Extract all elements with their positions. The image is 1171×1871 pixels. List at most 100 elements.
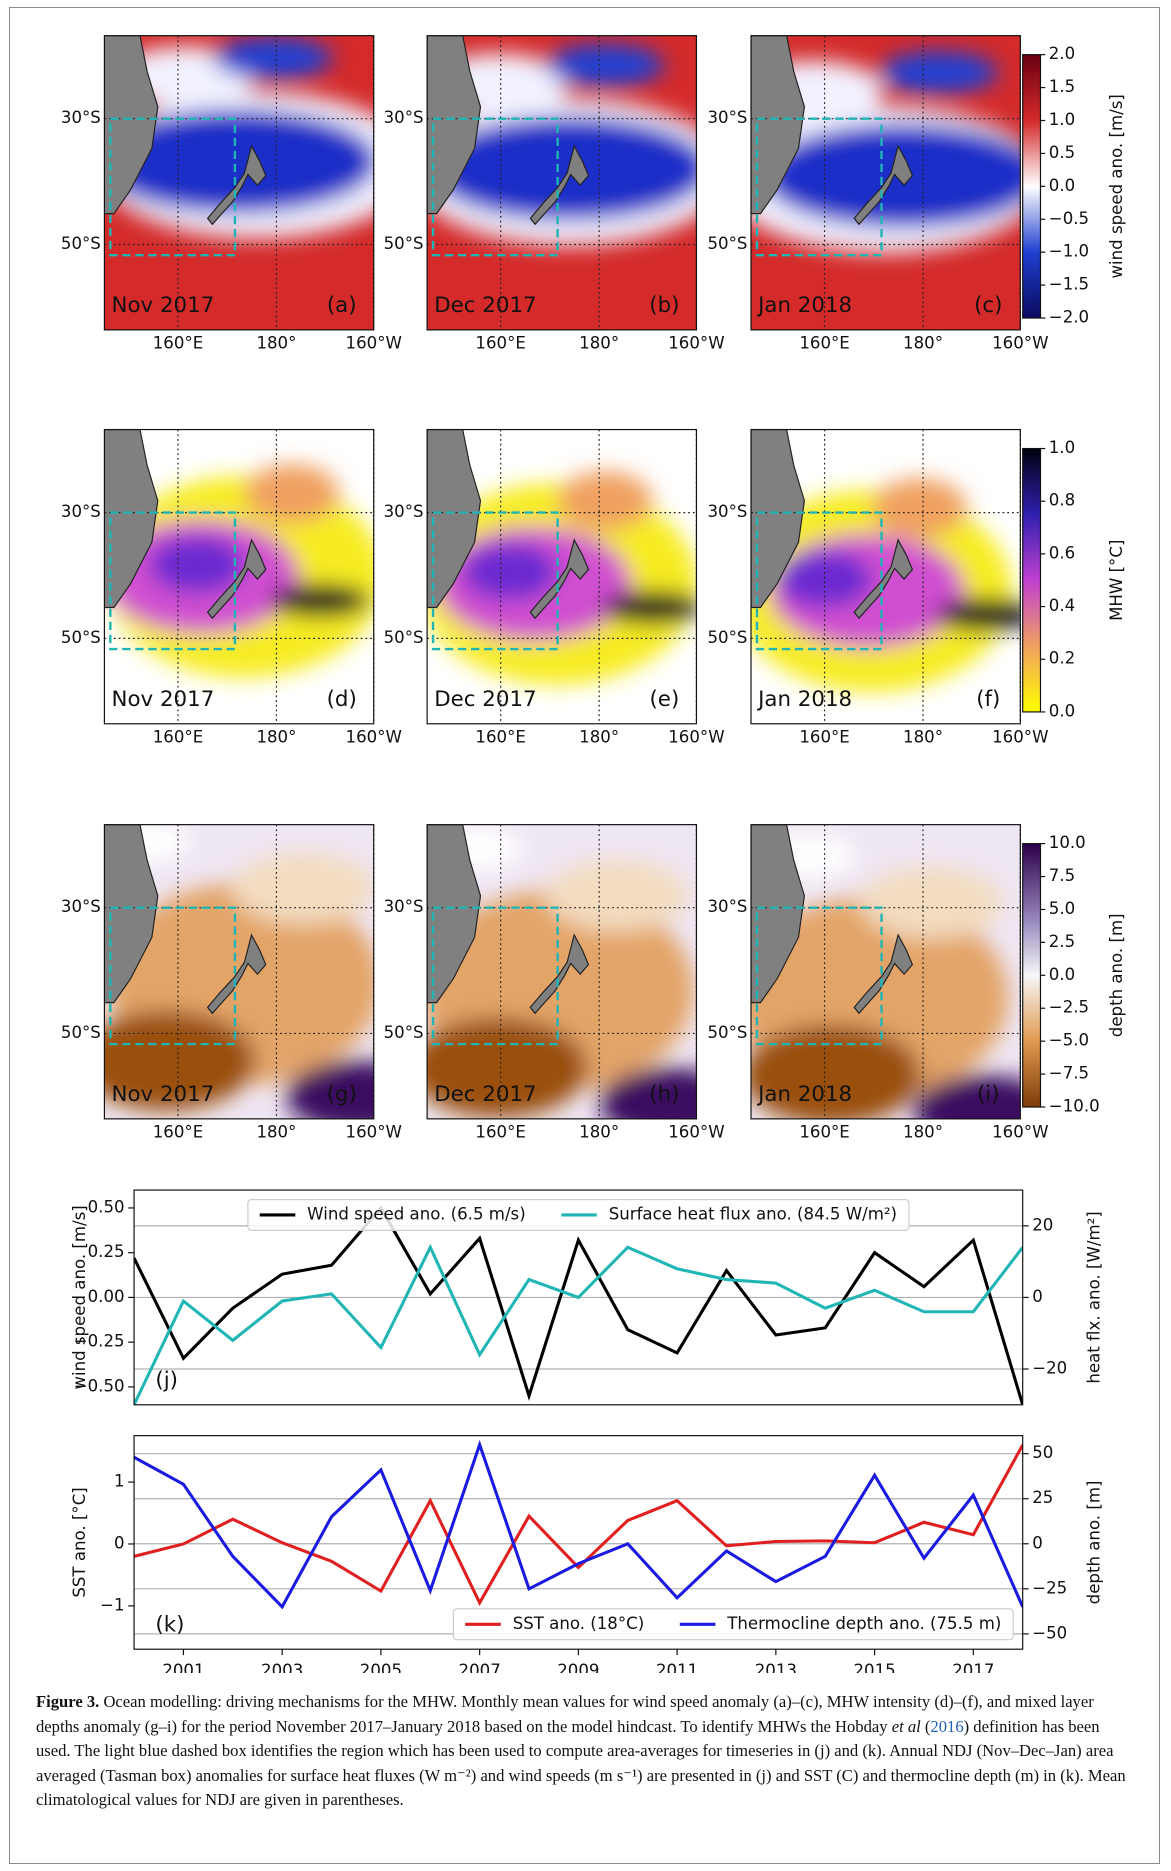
legend: SST ano. (18°C) Thermocline depth ano. (7… — [452, 1608, 1014, 1641]
map-blob — [936, 598, 1021, 632]
colorbar-tick-label: 5.0 — [1049, 899, 1075, 918]
data-line — [134, 1205, 1023, 1405]
lat-label: 30°S — [384, 108, 424, 127]
lon-label: 160°E — [153, 1123, 203, 1142]
map-blob — [427, 1018, 588, 1118]
panel-month: Jan 2018 — [756, 687, 852, 712]
land-australia — [751, 429, 806, 609]
lat-label: 30°S — [707, 897, 747, 916]
caption: Figure 3. Ocean modelling: driving mecha… — [36, 1690, 1136, 1813]
map-frame — [426, 428, 698, 725]
x-tick-label: 2011 — [656, 1661, 698, 1673]
land-australia — [427, 429, 482, 609]
colorbar-tick-label: 0.0 — [1049, 965, 1075, 984]
map-frame — [750, 428, 1021, 725]
colorbar — [1022, 447, 1042, 713]
lon-label: 160°E — [799, 1123, 849, 1142]
lon-label: 160°E — [799, 728, 849, 747]
colorbar-tick-label: 0.5 — [1049, 143, 1075, 162]
map-blob — [244, 463, 340, 524]
colorbar-tick-label: 7.5 — [1049, 866, 1075, 885]
x-tick-label: 2013 — [755, 1661, 797, 1673]
map-field — [104, 35, 374, 330]
lat-label: 50°S — [707, 1023, 747, 1042]
y-axis-label: wind speed ano. [m/s] — [70, 1205, 89, 1389]
panel-tag: (h) — [649, 1082, 679, 1107]
lat-label: 50°S — [384, 628, 424, 647]
colorbar-tick-label: −2.0 — [1049, 308, 1089, 327]
lat-label: 30°S — [707, 502, 747, 521]
legend-label: SST ano. (18°C) — [513, 1614, 645, 1633]
land-australia — [427, 35, 482, 215]
y-tick-label: 1 — [114, 1472, 125, 1491]
colorbar-tick-label: −1.5 — [1049, 275, 1089, 294]
y2-tick-label: 0 — [1032, 1533, 1043, 1552]
map-field — [427, 429, 697, 724]
panel-tag: (k) — [155, 1612, 184, 1637]
y2-axis-label: depth ano. [m] — [1085, 1481, 1104, 1605]
map-blob — [213, 36, 333, 80]
lon-label: 160°W — [992, 728, 1048, 747]
lat-label: 30°S — [61, 897, 101, 916]
y2-axis-label: heat flx. ano. [W/m²] — [1085, 1211, 1104, 1383]
x-tick-label: 2009 — [557, 1661, 599, 1673]
legend-label: Surface heat flux ano. (84.5 W/m²) — [609, 1204, 897, 1223]
land-new-zealand — [529, 933, 590, 1015]
lat-label: 30°S — [384, 502, 424, 521]
y2-tick-label: 25 — [1032, 1488, 1053, 1507]
panel-tag: (d) — [327, 687, 357, 712]
colorbar-tick-label: 1.0 — [1049, 110, 1075, 129]
lon-label: 160°W — [668, 728, 724, 747]
map-field — [751, 35, 1021, 330]
panel-month: Nov 2017 — [112, 687, 215, 712]
x-tick-label: 2003 — [261, 1661, 303, 1673]
land-new-zealand — [853, 538, 914, 620]
y-tick-label: −1 — [100, 1595, 124, 1614]
lon-label: 180° — [256, 1123, 296, 1142]
map-frame — [750, 35, 1021, 331]
colorbar-tick-label: −1.0 — [1049, 242, 1089, 261]
lon-label: 160°W — [992, 334, 1048, 353]
map-blob — [232, 853, 374, 925]
map-panel: Jan 2018 (f) 30°S 50°S 160°E 180° 160°W — [707, 428, 1049, 747]
map-blob — [285, 1060, 374, 1119]
map-blob — [777, 550, 873, 608]
land-new-zealand — [853, 933, 914, 1015]
map-field — [427, 35, 697, 330]
colorbar-tick-label: −0.5 — [1049, 209, 1089, 228]
map-blob — [872, 478, 967, 538]
map-blobs — [427, 43, 697, 246]
y-axis-label: SST ano. [°C] — [70, 1487, 89, 1597]
caption-label: Figure 3. — [36, 1692, 100, 1711]
caption-text[interactable]: 2016 — [930, 1716, 964, 1736]
lon-label: 160°W — [346, 334, 402, 353]
map-blob — [557, 471, 653, 531]
map-field — [751, 824, 1021, 1119]
panel-tag: (g) — [327, 1082, 357, 1107]
lon-label: 160°E — [153, 334, 203, 353]
map-blob — [149, 536, 245, 594]
map-blob — [913, 1074, 1021, 1119]
panel-month: Dec 2017 — [434, 687, 536, 712]
colorbar-label: wind speed ano. [m/s] — [1107, 94, 1126, 278]
colorbar-tick-label: −5.0 — [1049, 1031, 1089, 1050]
map-blob — [104, 1010, 256, 1111]
data-line — [134, 1243, 1023, 1405]
panel-month: Dec 2017 — [434, 1082, 536, 1107]
panel-month: Nov 2017 — [112, 1082, 215, 1107]
lon-label: 160°W — [992, 1123, 1048, 1142]
panel-tag: (e) — [649, 687, 679, 712]
lat-label: 30°S — [61, 108, 101, 127]
x-tick-label: 2005 — [360, 1661, 402, 1673]
panel-tag: (i) — [977, 1082, 1000, 1107]
lat-label: 30°S — [61, 502, 101, 521]
x-tick-label: 2017 — [952, 1661, 994, 1673]
map-blob — [751, 1025, 921, 1119]
y2-tick-label: −20 — [1032, 1359, 1067, 1378]
y-tick-label: −0.50 — [74, 1376, 125, 1395]
map-frame — [426, 35, 698, 331]
map-field — [751, 429, 1021, 724]
caption-text: et al — [891, 1716, 921, 1736]
